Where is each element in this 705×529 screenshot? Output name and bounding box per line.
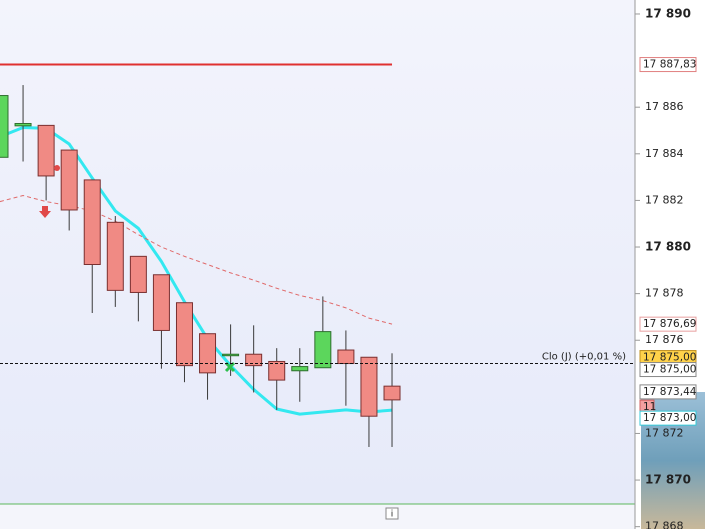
plot-background xyxy=(0,0,635,504)
moving-average xyxy=(0,125,393,416)
price-label-box xyxy=(639,316,697,332)
price-label: 17 875,00 xyxy=(643,352,696,364)
candle-body xyxy=(0,95,9,158)
y-tick-label: 17 870 xyxy=(645,473,691,487)
candle-body xyxy=(106,221,124,291)
y-tick-label: 17 878 xyxy=(645,287,684,300)
y-tick-label: 17 884 xyxy=(645,147,684,160)
price-label-box xyxy=(639,410,697,426)
y-tick-label: 17 882 xyxy=(645,193,684,206)
info-icon: i xyxy=(391,510,394,520)
price-label: 17 875,00 xyxy=(643,364,696,376)
price-label-box xyxy=(639,384,697,400)
candle-body xyxy=(245,353,263,367)
price-label: 17 873,00 xyxy=(643,412,696,424)
price-label: 17 876,69 xyxy=(643,318,696,330)
info-button[interactable]: i xyxy=(385,507,399,520)
price-label: 11 xyxy=(643,401,656,413)
candle-body xyxy=(314,331,332,369)
candle-body xyxy=(222,353,240,357)
cross-marker xyxy=(224,361,236,373)
y-tick-label: 17 868 xyxy=(645,520,684,529)
candle-body xyxy=(360,356,378,417)
footer xyxy=(0,504,635,529)
price-label-box xyxy=(639,362,697,378)
price-label-box xyxy=(639,57,697,73)
dot-marker xyxy=(54,165,60,171)
y-tick-label: 17 880 xyxy=(645,240,691,254)
candle-body xyxy=(83,179,101,265)
candle-body xyxy=(291,366,309,372)
plot xyxy=(0,63,401,447)
candle-body xyxy=(175,302,193,367)
candle-body xyxy=(268,360,286,381)
reference-label: Clo (J) (+0,01 %) xyxy=(542,352,626,363)
candle-body xyxy=(152,274,170,331)
y-tick-label: 17 890 xyxy=(645,6,691,20)
candle-body xyxy=(129,255,147,293)
candle-body xyxy=(14,123,32,127)
y-tick-label: 17 886 xyxy=(645,100,684,113)
axis: 17 890 17 886 17 884 17 882 17 880 17 878 17 8… xyxy=(635,6,691,529)
price-label: 17 887,83 xyxy=(643,59,696,71)
candle-body xyxy=(337,349,355,365)
candle-body xyxy=(60,149,78,211)
y-tick-label: 17 872 xyxy=(645,426,684,439)
candle-body xyxy=(37,124,55,177)
y-tick-label: 17 876 xyxy=(645,333,684,346)
sell-arrow xyxy=(39,206,51,218)
price-label: 17 873,44 xyxy=(643,386,697,398)
candle-body xyxy=(383,385,401,401)
candle-body xyxy=(199,333,217,374)
